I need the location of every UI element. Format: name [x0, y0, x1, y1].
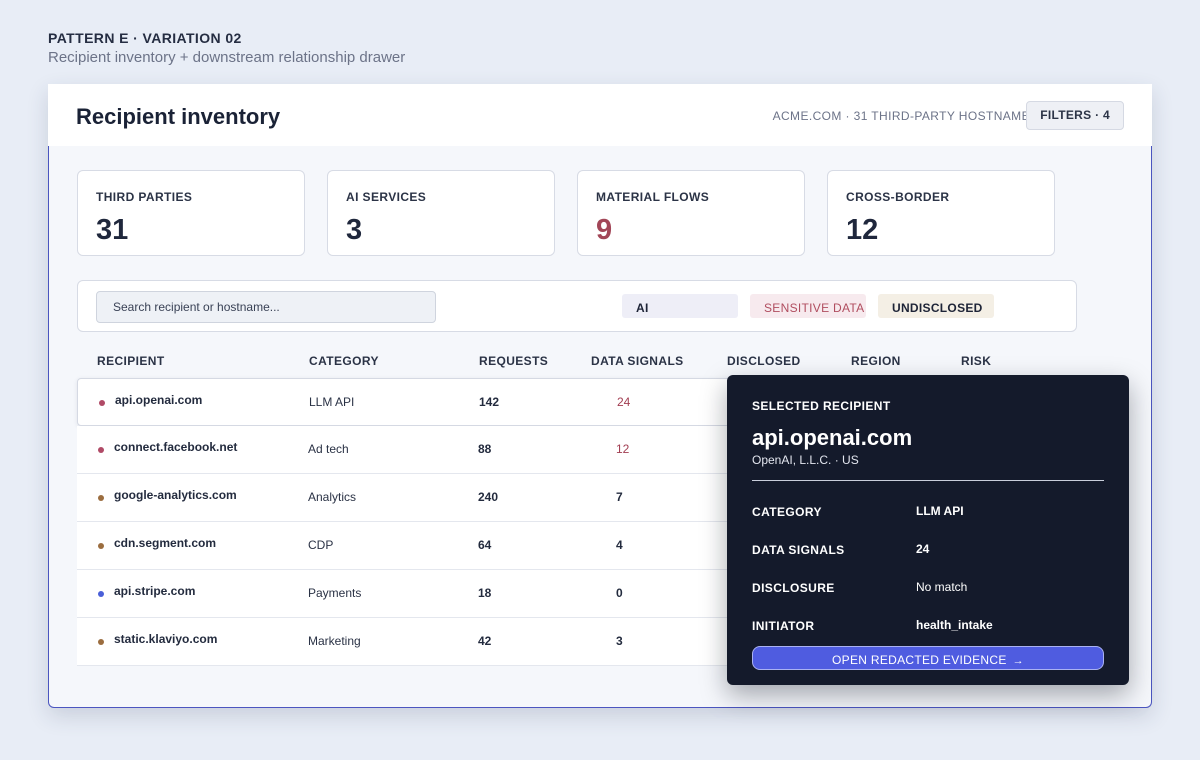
filters-button[interactable]: FILTERS · 4: [1026, 101, 1124, 130]
stat-cross-border: CROSS-BORDER 12: [827, 170, 1055, 256]
drawer-field-label: DATA SIGNALS: [752, 543, 845, 557]
site-meta: ACME.COM · 31 THIRD-PARTY HOSTNAME: [772, 109, 1030, 123]
arrow-right-icon: →: [1012, 655, 1024, 667]
recipient-host: cdn.segment.com: [114, 536, 217, 550]
column-header-recipient[interactable]: RECIPIENT: [97, 354, 165, 368]
stat-label: THIRD PARTIES: [96, 190, 193, 204]
open-redacted-evidence-button[interactable]: OPEN REDACTED EVIDENCE →: [752, 646, 1104, 670]
pattern-subtitle: Recipient inventory + downstream relatio…: [48, 49, 406, 66]
recipient-host: api.openai.com: [115, 393, 203, 407]
chip-sensitive-data[interactable]: SENSITIVE DATA: [750, 294, 866, 318]
risk-dot-icon: [98, 639, 104, 645]
column-header-risk[interactable]: RISK: [961, 354, 992, 368]
recipient-data-signals: 3: [616, 634, 623, 648]
drawer-title: api.openai.com: [752, 425, 913, 450]
search-input[interactable]: [96, 291, 436, 323]
stat-third-parties: THIRD PARTIES 31: [77, 170, 305, 256]
stat-value: 12: [846, 214, 879, 246]
recipient-data-signals: 4: [616, 538, 623, 552]
recipient-category: Ad tech: [308, 442, 349, 456]
column-header-requests[interactable]: REQUESTS: [479, 354, 549, 368]
table-row[interactable]: api.openai.com LLM API 142 24: [77, 378, 777, 426]
recipient-requests: 64: [478, 538, 492, 552]
drawer-subtitle: OpenAI, L.L.C. · US: [752, 453, 859, 467]
recipient-category: CDP: [308, 538, 334, 552]
drawer-field-value: health_intake: [916, 618, 993, 632]
recipient-requests: 142: [479, 395, 500, 409]
recipient-data-signals: 24: [617, 395, 631, 409]
risk-dot-icon: [98, 543, 104, 549]
relationship-drawer: SELECTED RECIPIENT api.openai.com OpenAI…: [727, 375, 1129, 685]
risk-dot-icon: [98, 591, 104, 597]
evidence-button-label: OPEN REDACTED EVIDENCE: [832, 653, 1007, 667]
recipient-category: Marketing: [308, 634, 361, 648]
page-title: Recipient inventory: [76, 104, 281, 129]
drawer-field-label: INITIATOR: [752, 619, 815, 633]
column-header-category[interactable]: CATEGORY: [309, 354, 379, 368]
stat-label: AI SERVICES: [346, 190, 427, 204]
stat-material-flows: MATERIAL FLOWS 9: [577, 170, 805, 256]
drawer-field-value: 24: [916, 542, 930, 556]
drawer-field-value: No match: [916, 580, 968, 594]
table-row[interactable]: google-analytics.com Analytics 240 7: [77, 474, 777, 522]
recipient-category: Payments: [308, 586, 362, 600]
risk-dot-icon: [98, 495, 104, 501]
table-row[interactable]: api.stripe.com Payments 18 0: [77, 570, 777, 618]
recipient-requests: 18: [478, 586, 492, 600]
recipient-host: api.stripe.com: [114, 584, 196, 598]
recipient-data-signals: 12: [616, 442, 630, 456]
recipient-data-signals: 7: [616, 490, 623, 504]
recipient-category: LLM API: [309, 395, 355, 409]
stat-label: MATERIAL FLOWS: [596, 190, 710, 204]
filter-bar: AI SENSITIVE DATA UNDISCLOSED: [77, 280, 1077, 332]
column-header-disclosed[interactable]: DISCLOSED: [727, 354, 801, 368]
drawer-field-label: DISCLOSURE: [752, 581, 835, 595]
drawer-divider: [752, 480, 1104, 481]
drawer-field-label: CATEGORY: [752, 505, 822, 519]
recipient-host: google-analytics.com: [114, 488, 237, 502]
recipient-requests: 240: [478, 490, 499, 504]
pattern-label: PATTERN E · VARIATION 02: [48, 30, 242, 46]
column-header-data-signals[interactable]: DATA SIGNALS: [591, 354, 684, 368]
chip-undisclosed[interactable]: UNDISCLOSED: [878, 294, 994, 318]
table-row[interactable]: connect.facebook.net Ad tech 88 12: [77, 426, 777, 474]
stat-value: 9: [596, 214, 613, 246]
chip-ai[interactable]: AI: [622, 294, 738, 318]
table-row[interactable]: static.klaviyo.com Marketing 42 3: [77, 618, 777, 666]
recipient-requests: 42: [478, 634, 492, 648]
recipient-data-signals: 0: [616, 586, 623, 600]
card-header: Recipient inventory ACME.COM · 31 THIRD-…: [48, 84, 1152, 146]
risk-dot-icon: [99, 400, 105, 406]
recipient-category: Analytics: [308, 490, 357, 504]
recipient-requests: 88: [478, 442, 492, 456]
recipient-host: static.klaviyo.com: [114, 632, 218, 646]
stat-value: 31: [96, 214, 129, 246]
stat-ai-services: AI SERVICES 3: [327, 170, 555, 256]
stat-label: CROSS-BORDER: [846, 190, 950, 204]
column-header-region[interactable]: REGION: [851, 354, 901, 368]
drawer-field-value: LLM API: [916, 504, 964, 518]
risk-dot-icon: [98, 447, 104, 453]
drawer-kicker: SELECTED RECIPIENT: [752, 399, 891, 413]
table-row[interactable]: cdn.segment.com CDP 64 4: [77, 522, 777, 570]
stat-value: 3: [346, 214, 363, 246]
recipient-host: connect.facebook.net: [114, 440, 238, 454]
